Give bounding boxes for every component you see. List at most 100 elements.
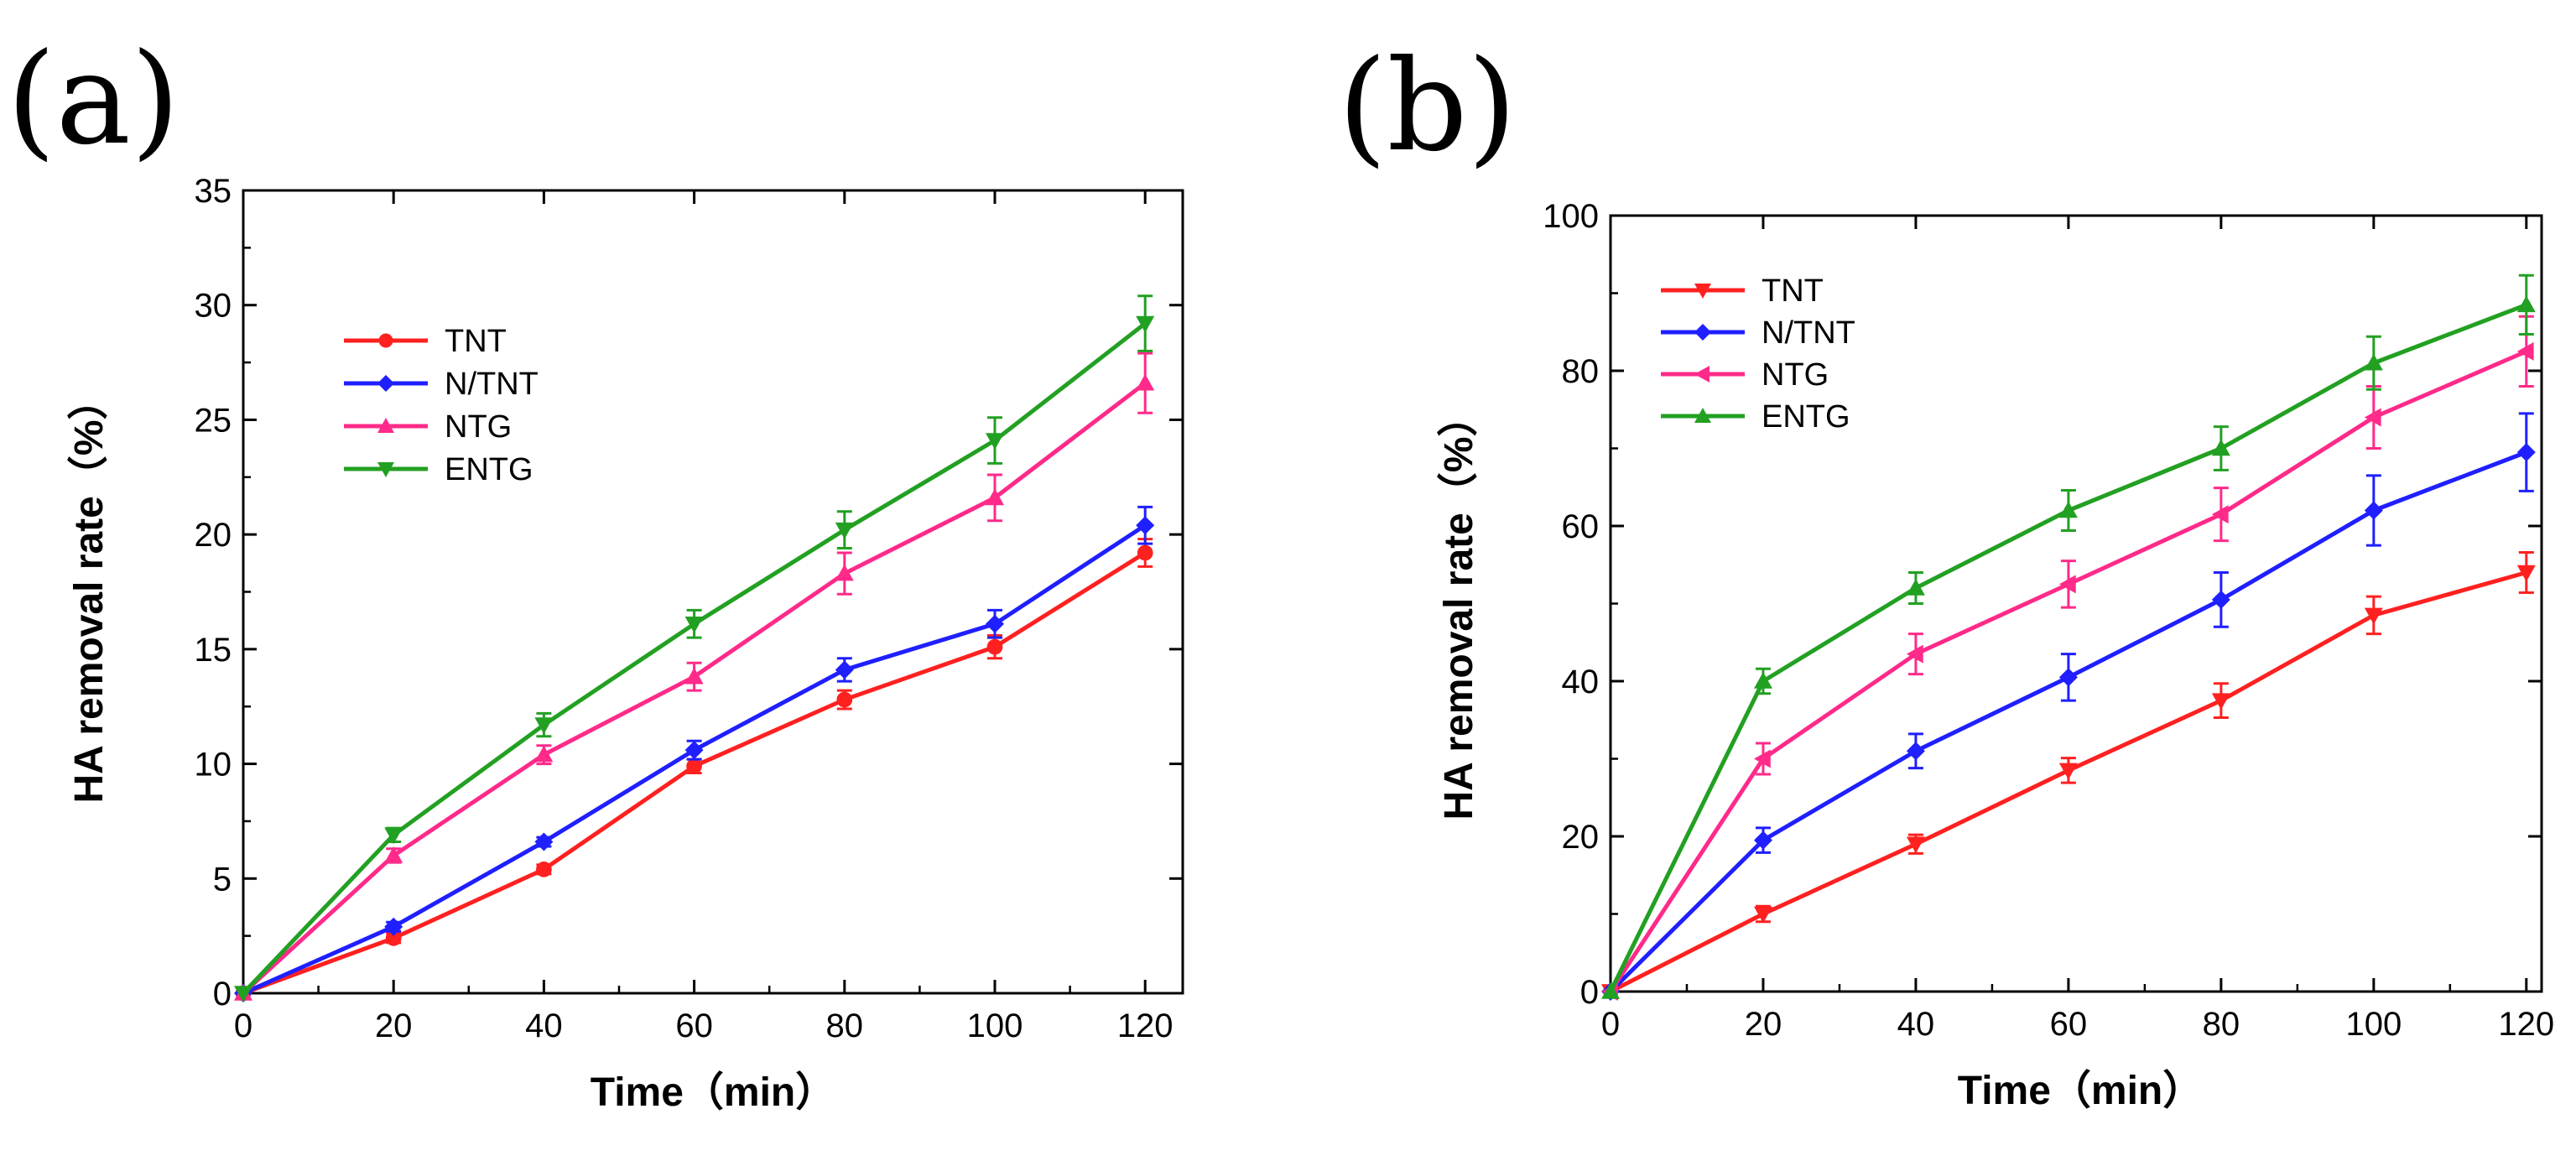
y-tick-label-a: 15 xyxy=(195,632,232,669)
y-tick-label-b: 40 xyxy=(1562,664,1600,700)
data-point-a xyxy=(986,488,1004,506)
data-point-a xyxy=(836,691,853,708)
legend-label-a: TNT xyxy=(445,324,507,359)
y-axis-title-a: HA removal rate（%） xyxy=(67,379,112,803)
x-tick-label-b: 20 xyxy=(1745,1006,1782,1043)
data-point-a xyxy=(384,827,403,845)
legend-label-a: ENTG xyxy=(445,452,533,487)
data-point-a xyxy=(835,660,854,679)
legend-label-b: NTG xyxy=(1762,357,1829,393)
series-ntg-b xyxy=(1601,315,2534,1001)
data-point-b xyxy=(2516,341,2534,361)
data-point-b xyxy=(2211,590,2230,609)
legend-label-b: TNT xyxy=(1762,273,1824,309)
data-point-b xyxy=(2516,295,2536,313)
panel-label-b: (b) xyxy=(1338,34,1517,180)
data-point-a xyxy=(986,638,1003,655)
data-point-a xyxy=(986,614,1004,633)
data-point-a xyxy=(1136,315,1155,333)
series-entg-b xyxy=(1601,273,2536,999)
data-point-b xyxy=(2058,501,2078,518)
legend-label-a: N/TNT xyxy=(445,367,539,402)
legend-label-b: N/TNT xyxy=(1762,315,1855,351)
panel-label-a: (a) xyxy=(7,27,180,173)
x-tick-label-b: 60 xyxy=(2050,1006,2088,1043)
data-point-b xyxy=(1753,749,1771,768)
data-point-b xyxy=(2516,443,2536,462)
series-entg-a xyxy=(234,294,1155,1002)
data-point-a xyxy=(684,667,704,685)
data-point-b xyxy=(2364,408,2381,427)
data-point-a xyxy=(835,564,854,581)
legend-marker-b xyxy=(1694,324,1711,341)
data-point-a xyxy=(536,861,552,877)
chart-panel-b: 0 20 40 60 80 100 0 20 40 60 80 100 120 Time（min） HA r… xyxy=(1437,198,2554,1113)
data-point-a xyxy=(1137,544,1153,561)
x-tick-label-a: 60 xyxy=(675,1007,713,1044)
series-tnt-b xyxy=(1601,550,2536,1001)
series-n-tnt-b xyxy=(1601,412,2536,1001)
data-point-a xyxy=(534,745,554,763)
series-ntg-a xyxy=(234,351,1155,1001)
data-point-b xyxy=(2364,353,2383,371)
data-point-a xyxy=(686,758,702,774)
data-point-b xyxy=(1753,672,1772,689)
x-tick-label-b: 80 xyxy=(2203,1006,2240,1043)
x-axis-title-a: Time（min） xyxy=(591,1070,836,1115)
x-tick-label-a: 80 xyxy=(826,1007,864,1044)
data-point-b xyxy=(2364,501,2383,520)
y-axis-title-b: HA removal rate（%） xyxy=(1437,396,1481,820)
y-tick-label-a: 0 xyxy=(213,976,232,1013)
legend-marker-a xyxy=(378,333,393,348)
x-axis-title-b: Time（min） xyxy=(1958,1069,2204,1113)
data-point-a xyxy=(385,930,402,946)
series-n-tnt-a xyxy=(234,505,1155,1002)
y-tick-label-b: 60 xyxy=(1562,508,1600,545)
data-point-a xyxy=(986,433,1004,450)
data-point-a xyxy=(684,616,704,633)
data-point-b xyxy=(1601,982,1620,999)
x-tick-label-a: 100 xyxy=(967,1007,1023,1044)
data-point-a xyxy=(835,522,854,539)
data-point-a xyxy=(234,986,252,1002)
data-point-b xyxy=(1753,830,1772,850)
y-tick-label-a: 20 xyxy=(195,517,232,554)
legend-marker-a xyxy=(377,418,394,433)
x-tick-label-a: 20 xyxy=(375,1007,413,1044)
data-point-b xyxy=(2211,693,2230,711)
data-point-a xyxy=(384,917,403,936)
data-point-a xyxy=(384,846,403,863)
legend-marker-a xyxy=(377,462,394,477)
y-tick-label-a: 25 xyxy=(195,402,232,439)
data-point-b xyxy=(1906,836,1925,854)
y-tick-label-a: 10 xyxy=(195,747,232,784)
x-tick-label-b: 0 xyxy=(1601,1006,1620,1043)
data-point-b xyxy=(1906,644,1923,664)
data-point-b xyxy=(1753,906,1772,924)
x-tick-label-a: 40 xyxy=(525,1007,563,1044)
y-tick-label-b: 100 xyxy=(1543,198,1599,235)
data-point-b xyxy=(2058,668,2078,687)
data-point-b xyxy=(1906,742,1925,761)
data-point-b xyxy=(1906,579,1925,596)
y-tick-label-a: 35 xyxy=(195,173,232,210)
legend-marker-b xyxy=(1694,408,1711,423)
data-point-b xyxy=(2058,763,2078,780)
y-tick-label-b: 80 xyxy=(1562,353,1600,390)
legend-marker-b xyxy=(1694,284,1711,299)
legend-label-a: NTG xyxy=(445,409,512,445)
chart-panel-a: 0 5 10 15 20 25 30 35 0 20 40 60 80 100 120 Time（min） HA… xyxy=(67,173,1184,1115)
x-tick-label-b: 40 xyxy=(1897,1006,1935,1043)
data-point-a xyxy=(534,717,554,735)
data-point-b xyxy=(2516,565,2536,582)
data-point-b xyxy=(2211,505,2229,524)
legend-marker-a xyxy=(377,375,394,392)
y-tick-label-a: 5 xyxy=(213,861,232,898)
x-tick-label-a: 0 xyxy=(234,1007,252,1044)
data-point-b xyxy=(2364,607,2383,625)
data-point-b xyxy=(2058,575,2076,594)
x-tick-label-a: 120 xyxy=(1117,1007,1174,1044)
data-point-b xyxy=(2211,439,2230,456)
legend-label-b: ENTG xyxy=(1762,399,1850,435)
